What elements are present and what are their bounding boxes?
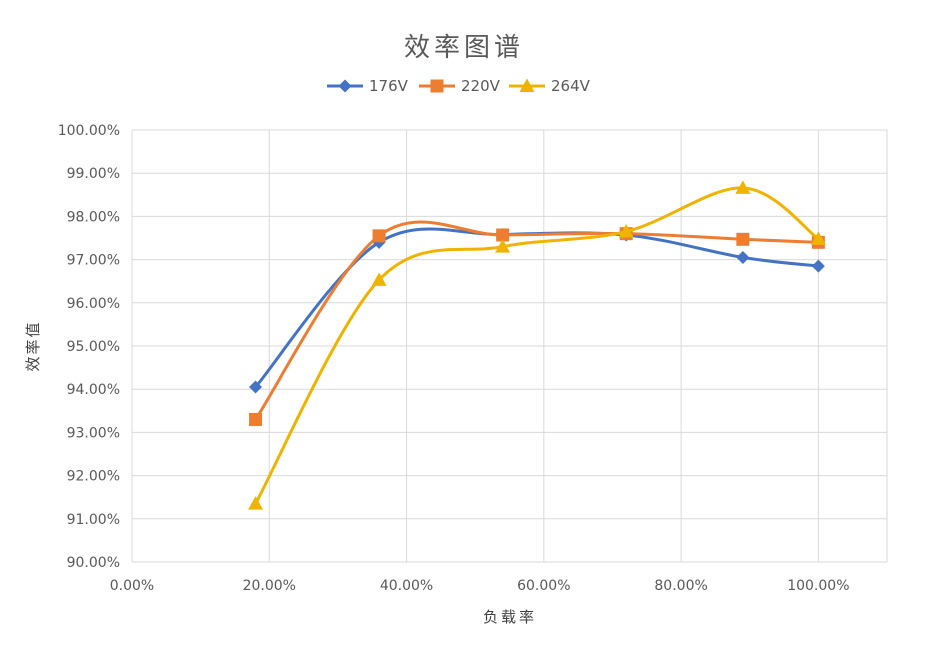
data-point [372,229,386,243]
x-tick-label: 100.00% [787,578,849,594]
series-176V [249,227,825,394]
series-220V [249,220,825,426]
series-line [254,227,819,389]
data-point [371,272,387,286]
data-point [618,224,634,238]
chart-title: 效率图谱 [404,33,524,63]
y-tick-label: 93.00% [67,425,120,441]
gridlines [131,129,888,563]
x-tick-label: 80.00% [654,578,707,594]
series-line [254,220,819,421]
legend-label: 220V [461,77,501,95]
y-tick-label: 99.00% [67,166,120,182]
data-point [249,412,263,426]
series-264V [248,180,826,510]
series-group [248,180,826,510]
legend-marker [519,78,535,92]
legend-item: 264V [509,77,591,95]
data-point [248,496,264,510]
data-point [736,232,750,246]
legend-marker [338,79,352,93]
y-axis-title: 效率值 [24,320,42,371]
y-tick-label: 95.00% [67,339,120,355]
legend-item: 176V [327,77,409,95]
y-tick-label: 90.00% [67,555,120,571]
y-tick-label: 92.00% [67,469,120,485]
legend-label: 264V [551,77,591,95]
data-point [736,250,750,264]
legend-label: 176V [369,77,409,95]
data-point [811,259,825,273]
data-point [495,239,511,253]
y-tick-label: 94.00% [67,382,120,398]
y-tick-label: 96.00% [67,296,120,312]
x-axis-title: 负载率 [483,608,537,626]
x-axis-ticks: 0.00% 20.00% 40.00% 60.00% 80.00% 100.00% [110,578,850,594]
data-point [496,228,510,242]
y-tick-label: 91.00% [67,512,120,528]
x-tick-label: 20.00% [243,578,296,594]
legend-item: 220V [419,77,501,95]
data-point [735,180,751,194]
legend: 176V 220V 264V [327,77,591,95]
x-tick-label: 0.00% [110,578,154,594]
y-axis-ticks: 100.00% 99.00% 98.00% 97.00% 96.00% 95.00% 94.… [58,123,120,571]
y-tick-label: 97.00% [67,253,120,269]
y-tick-label: 100.00% [58,123,120,139]
legend-marker [430,79,444,93]
data-point [810,231,826,245]
x-tick-label: 60.00% [517,578,570,594]
data-point [249,380,263,394]
y-tick-label: 98.00% [67,209,120,225]
x-tick-label: 40.00% [380,578,433,594]
